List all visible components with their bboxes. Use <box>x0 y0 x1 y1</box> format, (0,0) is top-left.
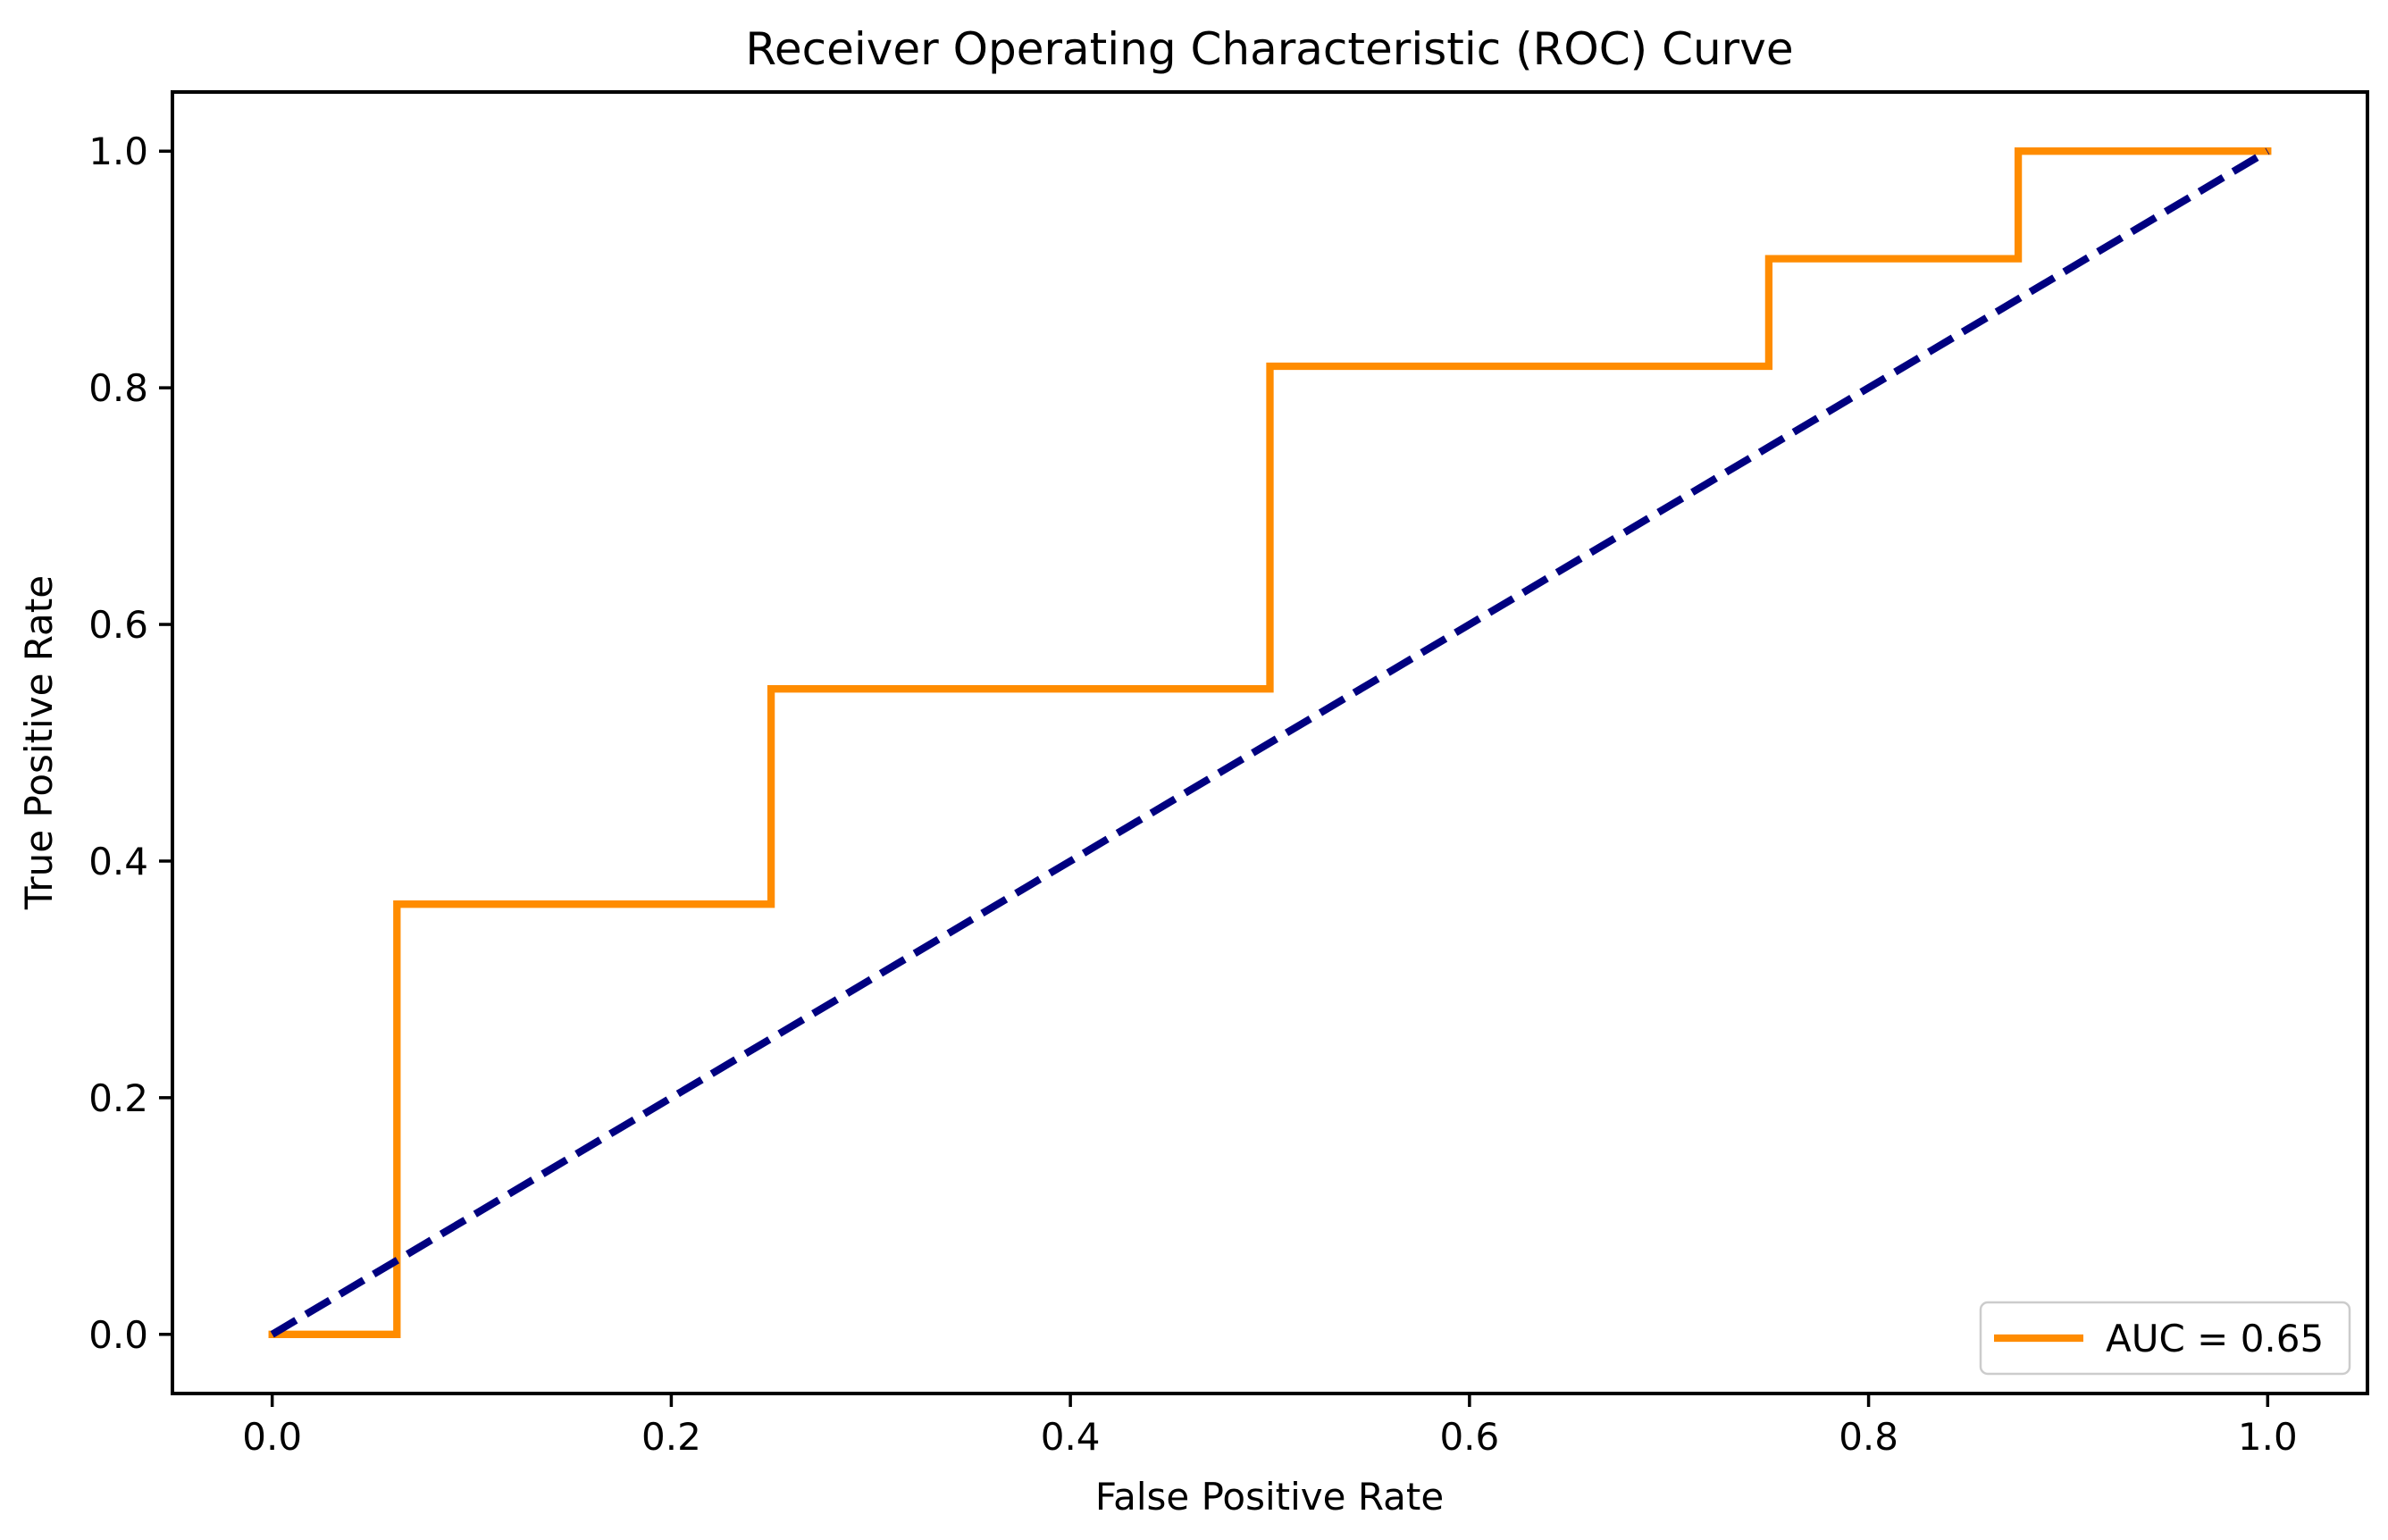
x-tick-label: 0.6 <box>1439 1415 1499 1459</box>
x-tick-label: 0.0 <box>242 1415 302 1459</box>
chance-diagonal-line <box>270 147 2270 1338</box>
x-axis-label: False Positive Rate <box>1095 1475 1444 1519</box>
series-group <box>268 147 2272 1338</box>
x-axis-ticks: 0.0 0.2 0.4 0.6 0.8 1.0 <box>242 1394 2298 1459</box>
y-tick-label: 0.2 <box>88 1076 148 1120</box>
x-tick-label: 0.4 <box>1041 1415 1101 1459</box>
y-axis-label: True Positive Rate <box>17 575 61 910</box>
y-tick-label: 0.6 <box>88 603 148 647</box>
legend: AUC = 0.65 <box>1979 1301 2351 1376</box>
axes-frame <box>171 90 2369 1395</box>
x-tick-label: 1.0 <box>2238 1415 2298 1459</box>
y-tick-label: 0.0 <box>88 1313 148 1357</box>
y-tick-label: 1.0 <box>88 130 148 173</box>
legend-frame <box>1979 1301 2351 1376</box>
x-tick-label: 0.8 <box>1839 1415 1898 1459</box>
chart-title: Receiver Operating Characteristic (ROC) … <box>745 23 1793 75</box>
y-tick-label: 0.8 <box>88 366 148 410</box>
y-tick-label: 0.4 <box>88 840 148 883</box>
y-axis-ticks: 0.0 0.2 0.4 0.6 0.8 1.0 <box>88 130 172 1357</box>
x-tick-label: 0.2 <box>641 1415 701 1459</box>
legend-label: AUC = 0.65 <box>2106 1317 2324 1360</box>
roc-curve-line <box>268 147 2272 1338</box>
